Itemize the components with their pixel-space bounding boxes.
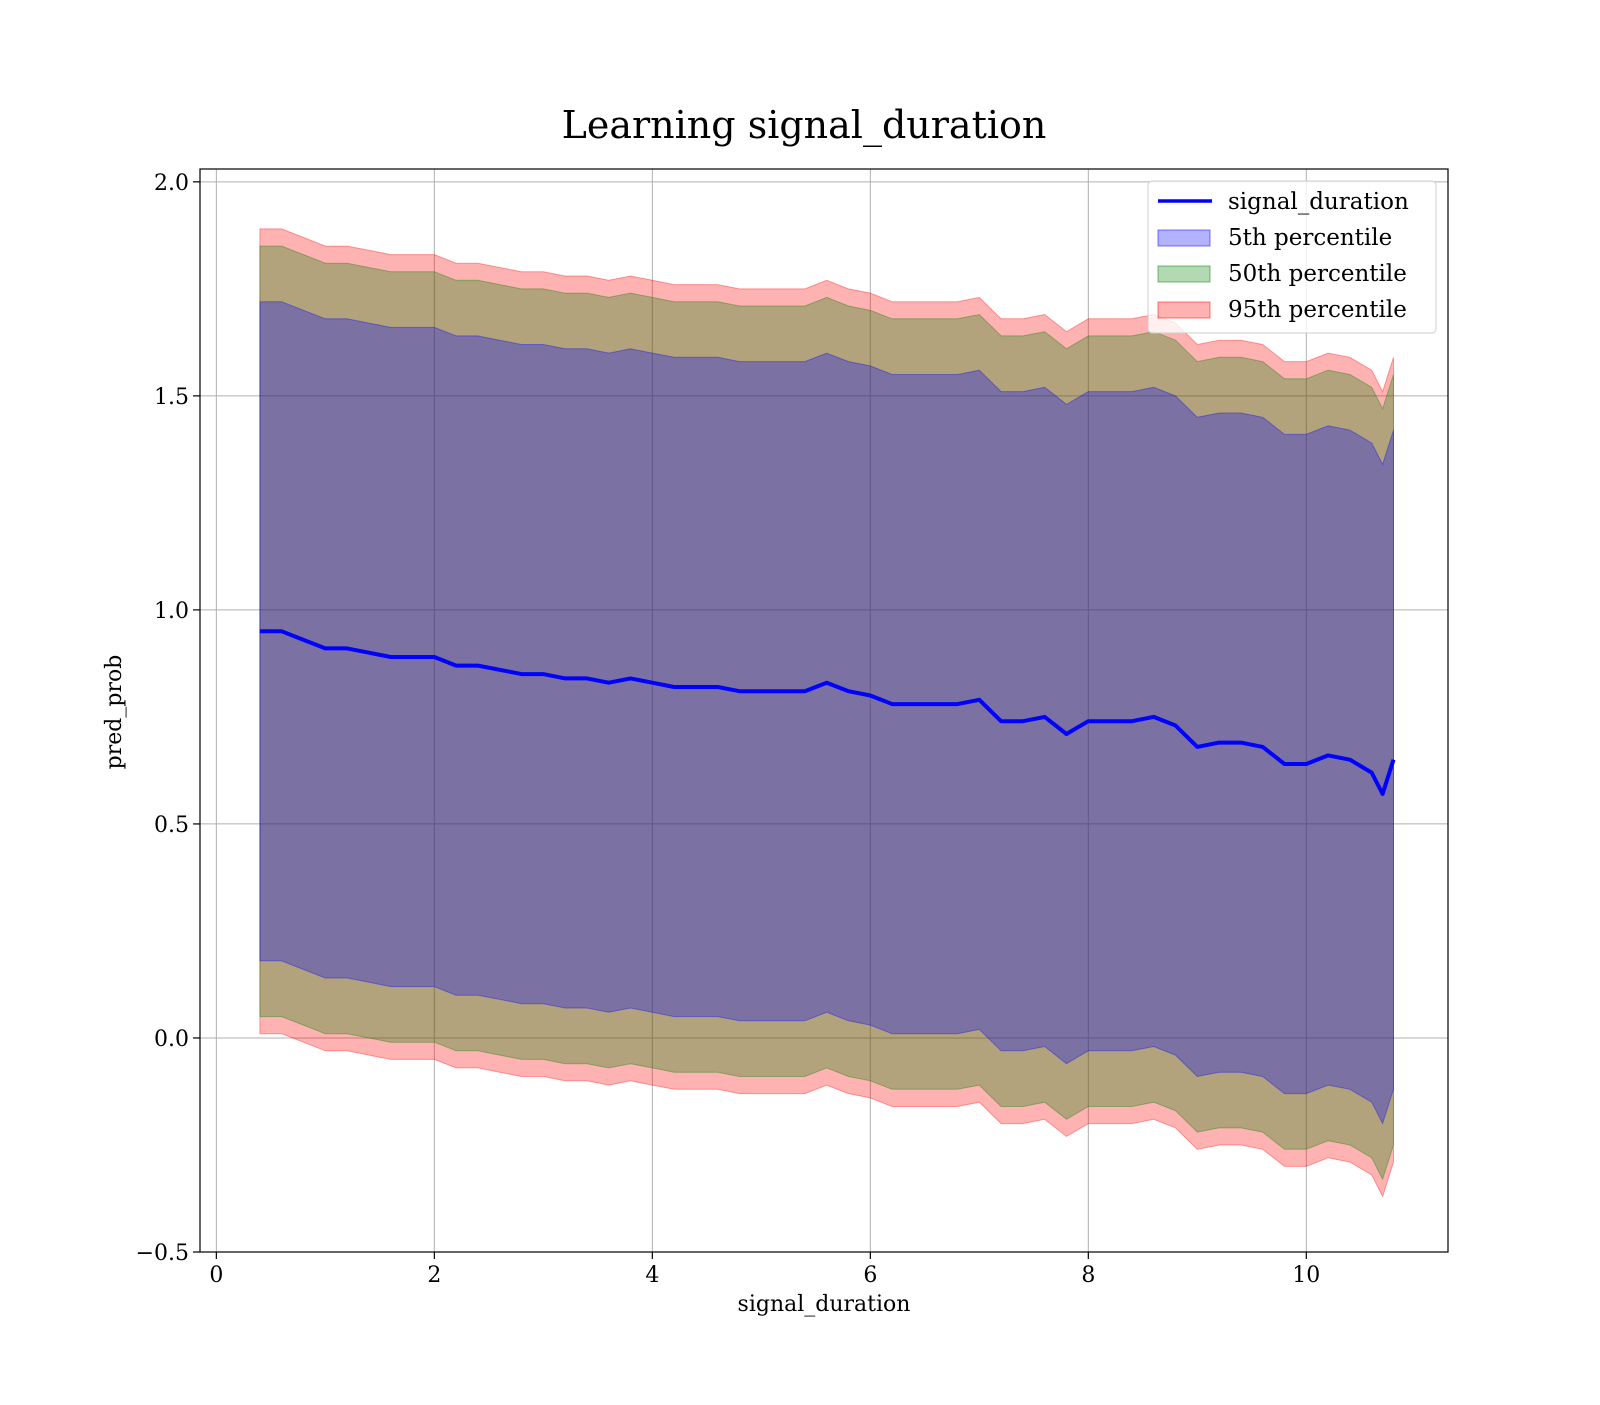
legend-swatch-5th-percentile bbox=[1157, 229, 1211, 247]
x-tick-label: 0 bbox=[209, 1263, 223, 1288]
y-axis-ticks: −0.5 0.0 0.5 1.0 1.5 2.0 bbox=[136, 171, 200, 1266]
x-tick-label: 10 bbox=[1292, 1263, 1320, 1288]
chart-title: Learning signal_duration bbox=[562, 103, 1047, 148]
x-tick-label: 4 bbox=[645, 1263, 659, 1288]
legend-swatch-95th-percentile bbox=[1157, 301, 1211, 319]
x-tick-label: 6 bbox=[863, 1263, 877, 1288]
mean-line-layer bbox=[259, 629, 1396, 796]
y-tick-label: 0.5 bbox=[154, 813, 189, 838]
y-tick-label: 0.0 bbox=[154, 1027, 189, 1052]
band-95th-percentile bbox=[259, 228, 1394, 1198]
legend-swatch-50th-percentile bbox=[1157, 265, 1211, 283]
x-tick-label: 8 bbox=[1081, 1263, 1095, 1288]
series-line-signal-duration bbox=[259, 629, 1396, 796]
legend-label-signal-duration: signal_duration bbox=[1228, 189, 1409, 215]
band-5th-percentile bbox=[259, 301, 1394, 1125]
y-tick-label: 1.5 bbox=[154, 385, 189, 410]
band-50th-percentile bbox=[259, 245, 1394, 1181]
x-tick-label: 2 bbox=[427, 1263, 441, 1288]
plot-frame bbox=[199, 168, 1449, 1253]
percentile-bands bbox=[259, 228, 1394, 1198]
y-tick-label: 2.0 bbox=[154, 171, 189, 196]
legend-box bbox=[1147, 180, 1437, 334]
grid bbox=[200, 169, 1448, 1253]
y-tick-label: 1.0 bbox=[154, 599, 189, 624]
legend: signal_duration 5th percentile 50th perc… bbox=[1147, 180, 1437, 334]
x-axis-ticks: 0 2 4 6 8 10 bbox=[209, 1252, 1320, 1288]
legend-label-50th-percentile: 50th percentile bbox=[1228, 261, 1407, 287]
x-axis-label: signal_duration bbox=[738, 1292, 911, 1317]
y-tick-label: −0.5 bbox=[136, 1241, 189, 1266]
legend-label-5th-percentile: 5th percentile bbox=[1228, 225, 1392, 251]
y-axis-label: pred_prob bbox=[102, 655, 127, 770]
legend-label-95th-percentile: 95th percentile bbox=[1228, 297, 1407, 323]
